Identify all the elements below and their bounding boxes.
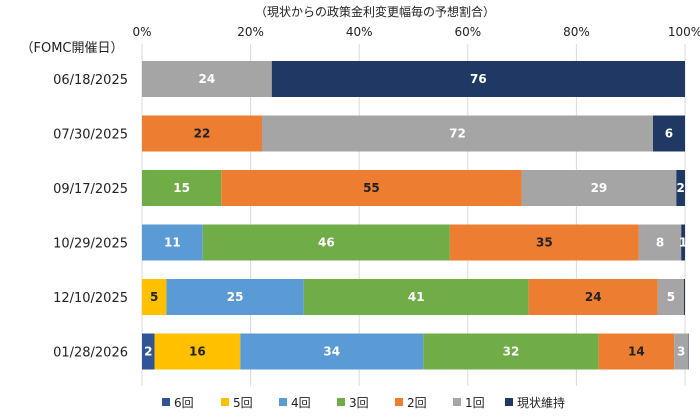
bar-segment — [528, 279, 658, 315]
data-label: 24 — [199, 72, 216, 86]
legend-swatch — [505, 398, 513, 406]
legend-swatch — [337, 398, 345, 406]
data-label: 41 — [408, 290, 425, 304]
data-label: 25 — [227, 290, 244, 304]
category-label: 07/30/2025 — [53, 128, 128, 143]
data-label: 14 — [628, 345, 645, 359]
bar-segment — [303, 279, 529, 315]
bar-segment — [521, 170, 677, 206]
legend: 6回 5回 4回 3回 2回 1回 現状維持 — [162, 395, 565, 410]
legend-swatch — [221, 398, 229, 406]
data-label: 22 — [194, 127, 211, 141]
bar-segment — [142, 333, 155, 370]
legend-label: 4回 — [291, 396, 311, 410]
bar-segment — [674, 333, 689, 370]
legend-label: 6回 — [174, 396, 194, 410]
legend-swatch — [453, 398, 461, 406]
legend-label: 1回 — [465, 396, 485, 410]
legend-label: 現状維持 — [517, 395, 565, 410]
legend-label: 2回 — [407, 396, 427, 410]
bar-segment — [676, 170, 685, 206]
bar-segment — [154, 333, 241, 370]
data-label: 2 — [144, 345, 152, 359]
bar-segment — [240, 333, 424, 370]
chart-title: （現状からの政策金利変更幅毎の予想割合） — [255, 4, 495, 19]
gridlines — [141, 44, 686, 386]
bar-segment — [142, 115, 263, 152]
data-label: 11 — [164, 236, 181, 250]
x-tick-label: 100% — [668, 25, 700, 39]
data-label: 46 — [318, 236, 335, 250]
data-label: 5 — [150, 290, 158, 304]
data-label: 32 — [503, 345, 520, 359]
bar-segment — [683, 279, 685, 315]
data-label: 1 — [679, 236, 687, 250]
data-label: 55 — [363, 181, 380, 195]
data-label: 3 — [677, 345, 685, 359]
category-label: 12/10/2025 — [53, 291, 128, 306]
category-label: 09/17/2025 — [53, 182, 128, 197]
category-label: 10/29/2025 — [53, 237, 128, 252]
legend-swatch — [162, 398, 170, 406]
legend-swatch — [395, 398, 403, 406]
bar-segment — [142, 61, 272, 97]
data-label: 24 — [585, 290, 602, 304]
x-tick-labels: 0% 20% 40% 60% 80% 100% — [132, 25, 700, 39]
category-axis-label: （FOMC開催日） — [20, 41, 123, 56]
x-tick-label: 40% — [346, 25, 373, 39]
bar-segment — [598, 333, 675, 370]
x-tick-label: 60% — [454, 25, 481, 39]
bar-segment — [142, 279, 167, 315]
bar-segment — [142, 170, 222, 206]
bar-segment — [657, 279, 684, 315]
bar-segment — [271, 61, 685, 97]
data-label: 29 — [591, 181, 608, 195]
bar-segment — [681, 224, 685, 261]
data-label: 15 — [173, 181, 190, 195]
category-label: 01/28/2026 — [53, 346, 128, 361]
category-label: 06/18/2025 — [53, 73, 128, 88]
bar-segment — [221, 170, 522, 206]
data-label: 76 — [470, 72, 487, 86]
data-label: 34 — [323, 345, 340, 359]
data-label: 5 — [667, 290, 675, 304]
data-label: 6 — [665, 127, 673, 141]
data-label: 72 — [449, 127, 466, 141]
data-label: 35 — [536, 236, 553, 250]
bar-segment — [202, 224, 450, 261]
data-label: 16 — [189, 345, 206, 359]
bar-segment — [262, 115, 653, 152]
bar-segment — [638, 224, 682, 261]
legend-swatch — [279, 398, 287, 406]
legend-label: 5回 — [233, 396, 253, 410]
category-labels: 06/18/2025 07/30/2025 09/17/2025 10/29/2025… — [53, 73, 128, 361]
data-label: 2 — [676, 181, 684, 195]
x-tick-label: 20% — [237, 25, 264, 39]
bar-segment — [142, 224, 203, 261]
bar-segment — [688, 333, 689, 370]
bar-segment — [166, 279, 304, 315]
bar-segment — [449, 224, 639, 261]
x-tick-label: 80% — [563, 25, 590, 39]
bar-segment — [652, 115, 685, 152]
legend-label: 3回 — [349, 396, 369, 410]
bar-segment — [423, 333, 599, 370]
data-label: 8 — [656, 236, 664, 250]
x-tick-label: 0% — [132, 25, 151, 39]
